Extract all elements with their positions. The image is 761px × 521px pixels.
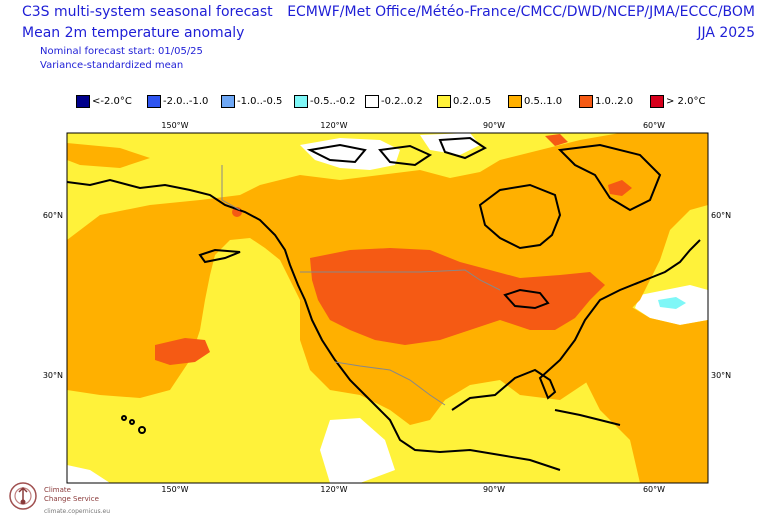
legend-label: -0.2..0.2 xyxy=(381,95,423,107)
variance-note: Variance-standardized mean xyxy=(40,60,184,71)
coastlines xyxy=(67,136,701,471)
legend-item: -2.0..-1.0 xyxy=(147,93,208,109)
logo-line-2: Change Service xyxy=(44,495,99,503)
logo-url: climate.copernicus.eu xyxy=(44,508,111,515)
pacific-coastline xyxy=(67,178,561,471)
legend-swatch xyxy=(147,94,161,108)
lat-tick-right: 60°N xyxy=(711,211,731,220)
lon-tick-bottom: 120°W xyxy=(320,485,347,494)
map-frame xyxy=(66,132,709,484)
anomaly-fill-neutral xyxy=(320,418,395,483)
anomaly-fill-1.0-2.0 xyxy=(155,338,210,365)
legend-label: -2.0..-1.0 xyxy=(163,95,209,107)
lon-tick-top: 150°W xyxy=(161,121,188,130)
anomaly-fill-0.5-1.0 xyxy=(580,300,708,483)
anomaly-fill-1.0-2.0 xyxy=(545,134,568,146)
lat-tick-left: 30°N xyxy=(43,371,63,380)
arctic-island-outline xyxy=(306,143,367,164)
anomaly-fill-0.5-1.0 xyxy=(67,143,150,168)
lon-tick-top: 120°W xyxy=(320,121,347,130)
lon-tick-top: 90°W xyxy=(483,121,505,130)
legend-item: > 2.0°C xyxy=(650,93,705,109)
country-borders xyxy=(221,165,501,406)
models-title: ECMWF/Met Office/Météo-France/CMCC/DWD/N… xyxy=(287,4,755,20)
logo-line-1: Climate xyxy=(44,486,71,494)
arctic-island-outline xyxy=(378,144,433,167)
caribbean-outline xyxy=(554,409,621,426)
lat-tick-right: 30°N xyxy=(711,371,731,380)
legend-swatch xyxy=(221,94,235,108)
us-mexico-border xyxy=(334,361,446,406)
title-left: C3S multi-system seasonal forecast xyxy=(22,4,273,20)
copernicus-logo: Climate Change Service climate.copernicu… xyxy=(6,476,146,520)
copernicus-emblem-icon xyxy=(9,482,37,510)
lon-tick-top: 60°W xyxy=(643,121,665,130)
legend-label: <-2.0°C xyxy=(92,95,132,107)
legend-swatch xyxy=(437,94,451,108)
legend-item: 0.5..1.0 xyxy=(508,93,562,109)
atlantic-coastline xyxy=(451,239,701,411)
legend-item: -0.5..-0.2 xyxy=(294,93,355,109)
great-lakes-outline xyxy=(503,288,550,310)
hawaii-outline xyxy=(121,415,127,421)
lon-tick-bottom: 60°W xyxy=(643,485,665,494)
legend-label: -0.5..-0.2 xyxy=(310,95,356,107)
legend-swatch xyxy=(508,94,522,108)
hawaii-outline xyxy=(138,426,146,434)
anomaly-fill-neutral xyxy=(67,465,110,483)
arctic-island-outline xyxy=(438,136,487,160)
anomaly-fill-minus-0.5-0.2 xyxy=(658,297,686,309)
legend-label: 0.2..0.5 xyxy=(453,95,492,107)
legend-swatch xyxy=(76,94,90,108)
alaska-border xyxy=(221,165,241,211)
legend-label: 1.0..2.0 xyxy=(595,95,634,107)
forecast-start: Nominal forecast start: 01/05/25 xyxy=(40,46,203,57)
anomaly-fill-neutral xyxy=(300,138,400,170)
hudson-bay-outline xyxy=(478,183,562,250)
legend-label: 0.5..1.0 xyxy=(524,95,563,107)
aleutian-outline xyxy=(198,248,241,264)
legend-item: 1.0..2.0 xyxy=(579,93,633,109)
map-field xyxy=(67,133,708,483)
legend-swatch xyxy=(365,94,379,108)
hawaii-outline xyxy=(129,419,135,425)
legend-swatch xyxy=(294,94,308,108)
legend-label: -1.0..-0.5 xyxy=(237,95,283,107)
season-label: JJA 2025 xyxy=(697,25,755,41)
legend-item: -0.2..0.2 xyxy=(365,93,423,109)
legend-item: 0.2..0.5 xyxy=(437,93,491,109)
anomaly-fill-0.2-0.5 xyxy=(67,400,392,483)
legend-swatch xyxy=(650,94,664,108)
baffin-island-outline xyxy=(557,143,662,212)
lat-tick-left: 60°N xyxy=(43,211,63,220)
us-canada-border xyxy=(300,269,501,291)
anomaly-fill-1.0-2.0 xyxy=(608,180,632,196)
legend-item: <-2.0°C xyxy=(76,93,132,109)
legend-swatch xyxy=(579,94,593,108)
lon-tick-bottom: 150°W xyxy=(161,485,188,494)
legend-item: -1.0..-0.5 xyxy=(221,93,282,109)
legend-label: > 2.0°C xyxy=(666,95,706,107)
anomaly-fill-0.5-1.0 xyxy=(640,133,708,180)
lon-tick-bottom: 90°W xyxy=(483,485,505,494)
subtitle-left: Mean 2m temperature anomaly xyxy=(22,25,245,41)
